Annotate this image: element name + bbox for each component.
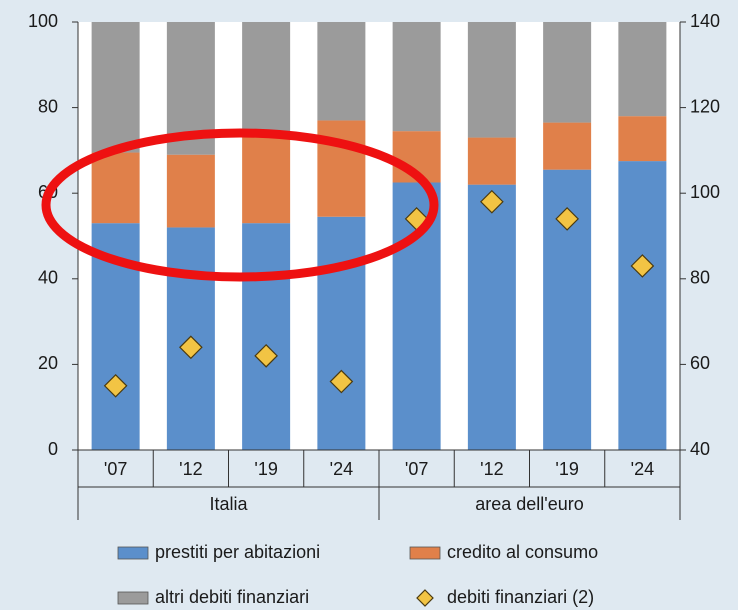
scatter-point bbox=[480, 189, 504, 214]
bar bbox=[91, 22, 140, 153]
bar bbox=[91, 152, 140, 224]
bar bbox=[543, 122, 592, 170]
bar bbox=[242, 223, 291, 450]
group-label: Italia bbox=[209, 494, 248, 514]
bar bbox=[242, 135, 291, 224]
legend-swatch bbox=[117, 546, 149, 560]
bar bbox=[392, 22, 441, 132]
group-label: area dell'euro bbox=[475, 494, 584, 514]
scatter-point bbox=[555, 207, 579, 231]
bar bbox=[317, 22, 366, 121]
bar bbox=[467, 22, 516, 138]
legend-marker bbox=[416, 589, 434, 607]
bar bbox=[543, 22, 592, 123]
bar bbox=[242, 22, 291, 136]
bar bbox=[467, 137, 516, 185]
bar bbox=[618, 22, 667, 117]
legend-label: altri debiti finanziari bbox=[155, 587, 309, 607]
x-tick-label: '12 bbox=[179, 459, 202, 479]
scatter-point bbox=[254, 343, 278, 368]
legend-swatch bbox=[409, 546, 441, 560]
y2-tick-label: 80 bbox=[690, 268, 710, 288]
y-tick-label: 20 bbox=[38, 353, 58, 373]
y-tick-label: 40 bbox=[38, 268, 58, 288]
legend-label: prestiti per abitazioni bbox=[155, 542, 320, 562]
x-tick-label: '07 bbox=[405, 459, 428, 479]
bar bbox=[618, 116, 667, 162]
scatter-point bbox=[103, 373, 128, 398]
scatter-point bbox=[179, 335, 203, 360]
y-tick-label: 80 bbox=[38, 96, 58, 116]
bar bbox=[467, 184, 516, 450]
legend-label: credito al consumo bbox=[447, 542, 598, 562]
legend-label: debiti finanziari (2) bbox=[447, 587, 594, 607]
scatter-point bbox=[630, 254, 655, 278]
x-tick-label: '12 bbox=[480, 459, 503, 479]
y-tick-label: 100 bbox=[28, 11, 58, 31]
bar bbox=[618, 161, 667, 450]
bar bbox=[317, 120, 366, 217]
scatter-point bbox=[329, 369, 354, 394]
x-tick-label: '24 bbox=[330, 459, 353, 479]
y2-tick-label: 60 bbox=[690, 353, 710, 373]
y2-tick-label: 120 bbox=[690, 96, 720, 116]
x-tick-label: '19 bbox=[254, 459, 277, 479]
y2-tick-label: 40 bbox=[690, 439, 710, 459]
y-tick-label: 0 bbox=[48, 439, 58, 459]
annotation-ellipse bbox=[41, 128, 439, 282]
x-tick-label: '07 bbox=[104, 459, 127, 479]
y2-tick-label: 100 bbox=[690, 182, 720, 202]
y2-tick-label: 140 bbox=[690, 11, 720, 31]
x-tick-label: '24 bbox=[631, 459, 654, 479]
bar bbox=[166, 154, 215, 228]
bar bbox=[317, 216, 366, 450]
x-tick-label: '19 bbox=[555, 459, 578, 479]
legend-swatch bbox=[117, 591, 149, 605]
